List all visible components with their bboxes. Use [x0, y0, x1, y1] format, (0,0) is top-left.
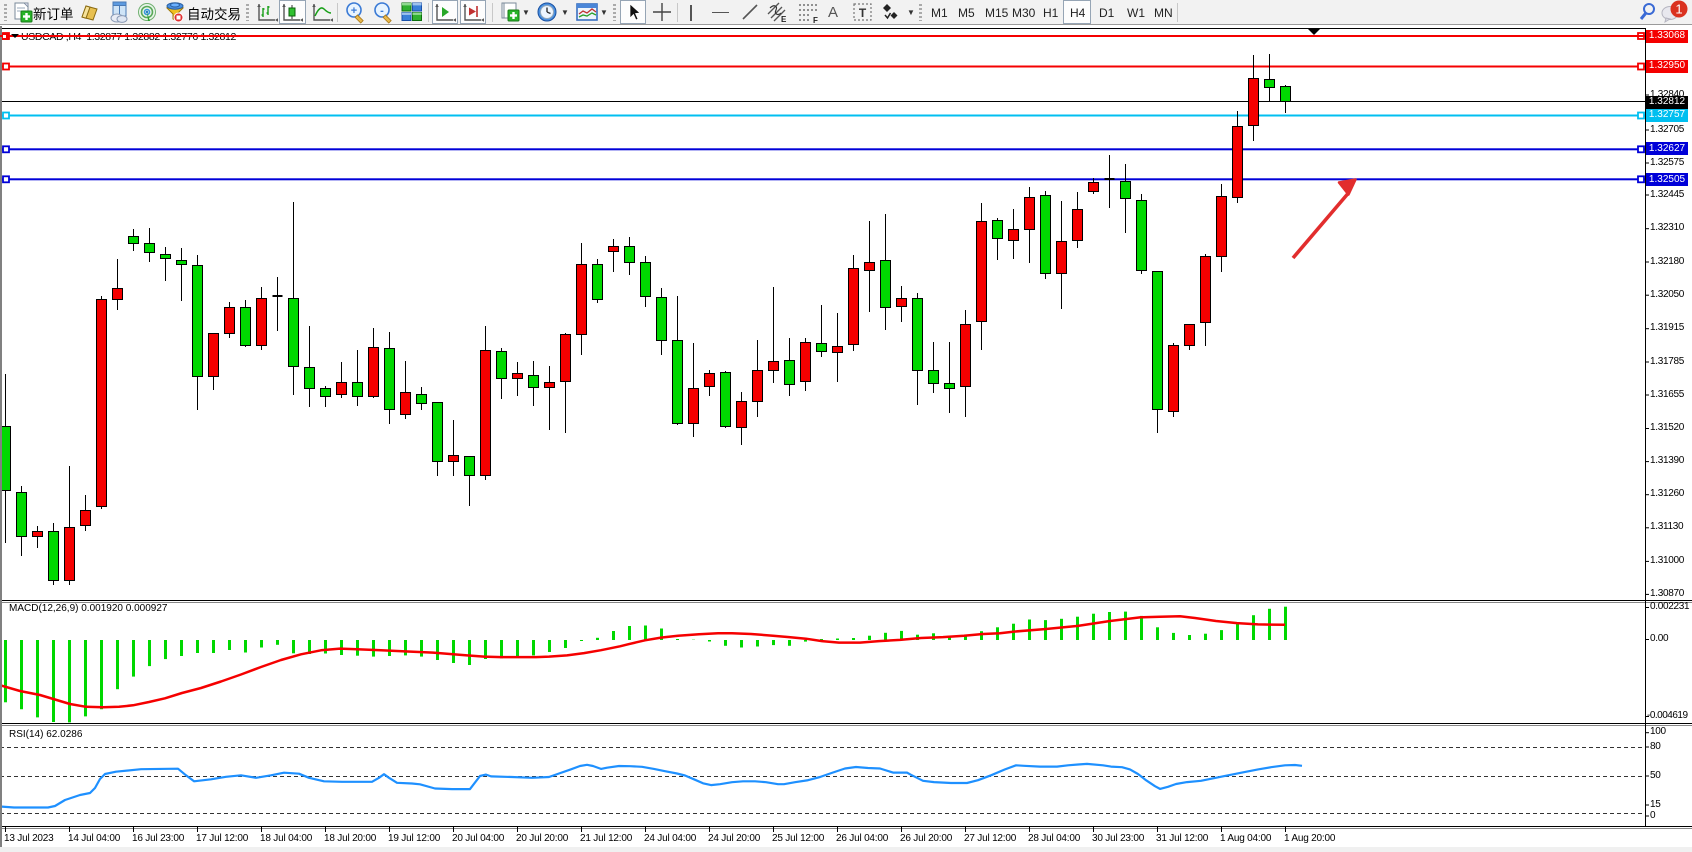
svg-text:+: + [351, 5, 357, 17]
svg-text:T: T [859, 6, 867, 20]
svg-text:1: 1 [1675, 2, 1682, 17]
svg-text:F: F [813, 16, 818, 25]
svg-text:E: E [781, 15, 787, 24]
svg-text:-: - [380, 5, 384, 17]
